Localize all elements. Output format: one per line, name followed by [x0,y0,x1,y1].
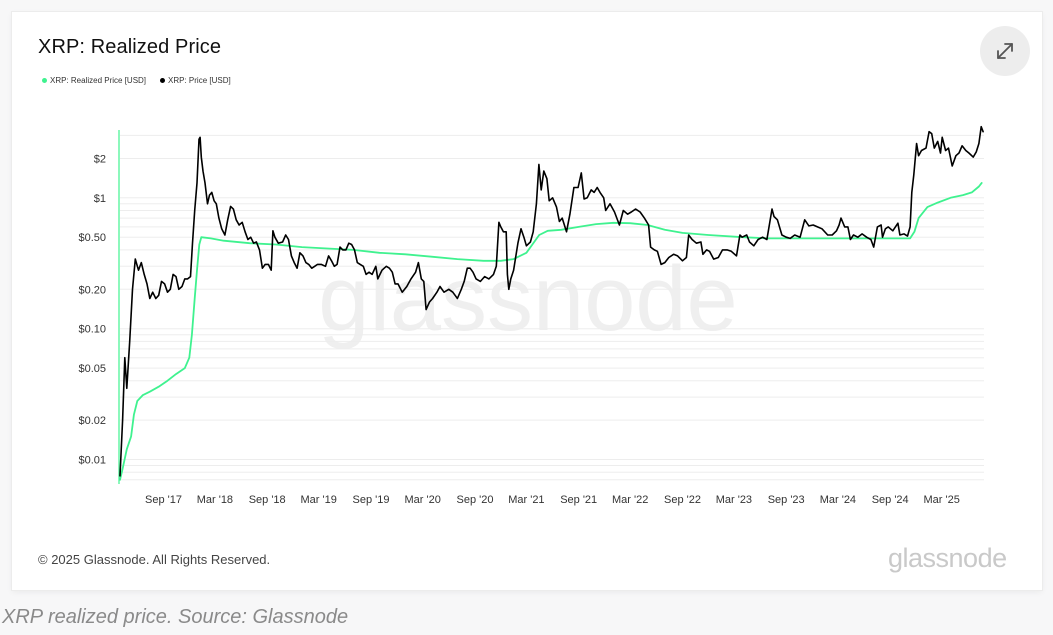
legend-label-realized-price: XRP: Realized Price [USD] [50,76,147,85]
y-tick-label: $0.10 [78,324,106,336]
chart-gridlines [120,134,984,481]
expand-arrows-icon [997,43,1013,59]
x-tick-label: Sep '22 [664,494,701,506]
y-tick-label: $2 [94,154,106,166]
x-tick-label: Sep '19 [353,494,390,506]
x-tick-label: Mar '25 [924,494,960,506]
x-tick-label: Sep '23 [768,494,805,506]
x-tick-label: Mar '22 [612,494,648,506]
figure-caption: XRP realized price. Source: Glassnode [2,606,349,628]
x-axis-ticks: Sep '17 Mar '18 Sep '18 Mar '19 Sep '19 Mar '… [145,494,960,506]
y-axis-ticks: $0.01 $0.02 $0.05 $0.10 $0.20 $0.50 $1 $2 [78,154,106,467]
legend-swatch-realized-price [42,78,47,83]
brand-logo-text: glassnode [888,543,1007,573]
copyright-text: © 2025 Glassnode. All Rights Reserved. [38,552,271,567]
x-tick-label: Mar '20 [405,494,441,506]
series-line-realized-price[interactable] [119,182,983,481]
chart-watermark: glassnode [318,248,737,350]
expand-button[interactable] [980,26,1030,76]
y-tick-label: $1 [94,193,106,205]
legend-swatch-price [160,78,166,83]
chart-card: XRP: Realized Price XRP: Realized Price … [12,12,1042,590]
legend-item-price[interactable]: XRP: Price [USD] [160,76,231,85]
x-tick-label: Sep '24 [872,494,909,506]
y-tick-label: $0.02 [78,415,106,427]
x-tick-label: Mar '19 [301,494,337,506]
chart-series [119,125,984,481]
x-tick-label: Sep '18 [249,494,286,506]
legend-label-price: XRP: Price [USD] [168,76,231,85]
x-tick-label: Mar '21 [508,494,544,506]
chart-title: XRP: Realized Price [38,36,222,58]
x-tick-label: Sep '20 [457,494,494,506]
series-line-price[interactable] [119,125,984,477]
y-tick-label: $0.05 [78,363,106,375]
y-tick-label: $0.01 [78,455,106,467]
x-tick-label: Sep '17 [145,494,182,506]
chart-legend: XRP: Realized Price [USD] XRP: Price [US… [42,76,231,85]
line-chart[interactable]: glassnode $0.01 $0.02 $0.05 $0.10 $0.20 $0.50… [12,12,1042,522]
y-tick-label: $0.20 [78,284,106,296]
x-tick-label: Mar '18 [197,494,233,506]
x-tick-label: Mar '24 [820,494,856,506]
x-tick-label: Sep '21 [560,494,597,506]
x-tick-label: Mar '23 [716,494,752,506]
legend-item-realized-price[interactable]: XRP: Realized Price [USD] [42,76,146,85]
y-tick-label: $0.50 [78,232,106,244]
